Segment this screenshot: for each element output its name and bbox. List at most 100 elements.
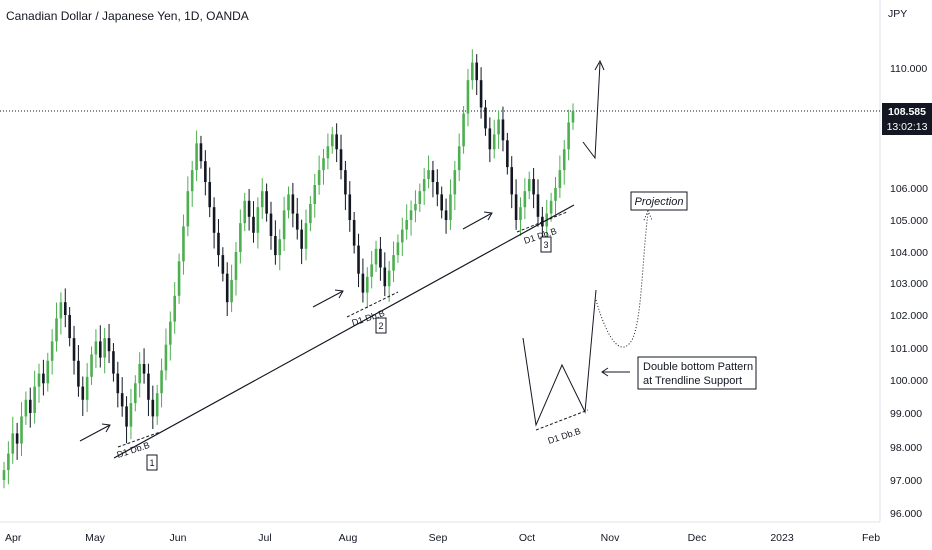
pattern-label-line1: Double bottom Pattern	[643, 361, 753, 373]
candle-body	[138, 364, 141, 384]
candle-body	[125, 406, 128, 427]
candle-body	[98, 341, 102, 358]
y-tick-label: 105.000	[890, 215, 928, 227]
candle-body	[112, 351, 115, 374]
arrow-icon-1	[79, 423, 111, 442]
schematic-neckline	[535, 409, 589, 431]
candle-body	[484, 107, 487, 129]
candle-body	[72, 338, 76, 361]
y-tick-label: 97.000	[890, 475, 922, 487]
trendline[interactable]	[113, 204, 575, 459]
candle-body	[300, 229, 303, 249]
candle-body	[225, 273, 229, 303]
candles-group	[2, 49, 575, 489]
marker-2[interactable]: 2	[375, 317, 387, 334]
countdown-value: 13:02:13	[887, 121, 928, 133]
candle-body	[230, 279, 233, 303]
y-tick-label: 99.000	[890, 408, 922, 420]
pattern-label[interactable]: Double bottom Pattern at Trendline Suppo…	[637, 356, 757, 390]
candle-body	[348, 194, 352, 220]
projection-path[interactable]	[582, 62, 601, 160]
candle-body	[317, 170, 321, 186]
candle-body	[405, 220, 408, 230]
candle-body	[422, 179, 426, 192]
y-tick-label: 102.000	[890, 310, 928, 322]
db-label-3: D1 Db.B	[523, 226, 558, 246]
candle-body	[475, 62, 479, 81]
currency-label: JPY	[888, 8, 907, 20]
candle-body	[260, 191, 264, 208]
projection-arrow-icon	[594, 59, 605, 71]
candle-body	[234, 252, 238, 280]
candle-body	[330, 134, 334, 147]
marker-2-label: 2	[378, 321, 383, 331]
candle-body	[37, 373, 41, 387]
candle-body	[313, 185, 317, 204]
current-price-value: 108.585	[888, 106, 926, 118]
arrow-icon-2	[312, 289, 344, 308]
x-tick-label: Dec	[688, 532, 707, 544]
x-tick-label: Jul	[258, 532, 271, 544]
candle-body	[523, 191, 527, 208]
candle-body	[85, 376, 89, 400]
candle-body	[488, 128, 492, 150]
pattern-label-line2: at Trendline Support	[643, 375, 742, 387]
candle-body	[46, 360, 50, 384]
candle-body	[453, 170, 457, 195]
projection-label[interactable]: Projection	[630, 191, 688, 211]
y-tick-label: 101.000	[890, 343, 928, 355]
candle-body	[2, 470, 6, 480]
candle-body	[427, 170, 430, 180]
x-tick-label: Oct	[519, 532, 535, 544]
candle-body	[221, 255, 225, 274]
candle-body	[199, 143, 203, 162]
y-tick-label: 104.000	[890, 247, 928, 259]
candle-body	[492, 134, 496, 150]
candle-body	[309, 204, 312, 224]
candle-body	[431, 170, 435, 183]
candle-body	[28, 399, 32, 413]
candle-body	[204, 161, 207, 183]
candle-body	[173, 295, 176, 322]
price-axis[interactable]: 110.000 106.000 105.000 104.000 103.000 102.0…	[890, 63, 928, 520]
candle-body	[190, 170, 194, 192]
marker-1[interactable]: 1	[146, 454, 158, 471]
candle-body	[269, 213, 273, 236]
candle-body	[177, 261, 181, 296]
candle-body	[247, 200, 251, 217]
candle-body	[383, 267, 387, 287]
candle-body	[466, 80, 470, 114]
candle-body	[401, 229, 404, 243]
candle-body	[33, 386, 36, 413]
candle-body	[444, 210, 448, 220]
candle-body	[134, 383, 137, 404]
candle-body	[120, 393, 124, 407]
x-tick-label: May	[85, 532, 106, 544]
candle-body	[549, 200, 553, 214]
candle-body	[50, 341, 54, 361]
candle-body	[103, 338, 106, 358]
pattern-arrow-icon	[601, 367, 630, 377]
candle-body	[436, 182, 439, 195]
candle-body	[90, 354, 93, 377]
candle-body	[554, 188, 557, 201]
current-price-tag[interactable]: 108.585 13:02:13	[882, 103, 932, 135]
marker-3[interactable]: 3	[540, 236, 552, 253]
candle-body	[479, 80, 483, 108]
candle-body	[365, 276, 369, 293]
candle-body	[409, 210, 413, 220]
candle-body	[252, 216, 255, 233]
time-axis[interactable]: Apr May Jun Jul Aug Sep Oct Nov Dec 2023 Feb	[5, 532, 880, 544]
candle-body	[11, 433, 15, 454]
candle-body	[42, 373, 45, 384]
candle-body	[282, 210, 286, 240]
candle-body	[387, 270, 391, 287]
y-tick-label: 98.000	[890, 442, 922, 454]
candle-body	[506, 140, 509, 168]
db-label-1: D1 Db.B	[116, 440, 151, 460]
candle-body	[326, 146, 330, 159]
candle-body	[195, 143, 198, 171]
double-bottom-schematic[interactable]	[522, 289, 597, 427]
candle-body	[182, 226, 185, 262]
